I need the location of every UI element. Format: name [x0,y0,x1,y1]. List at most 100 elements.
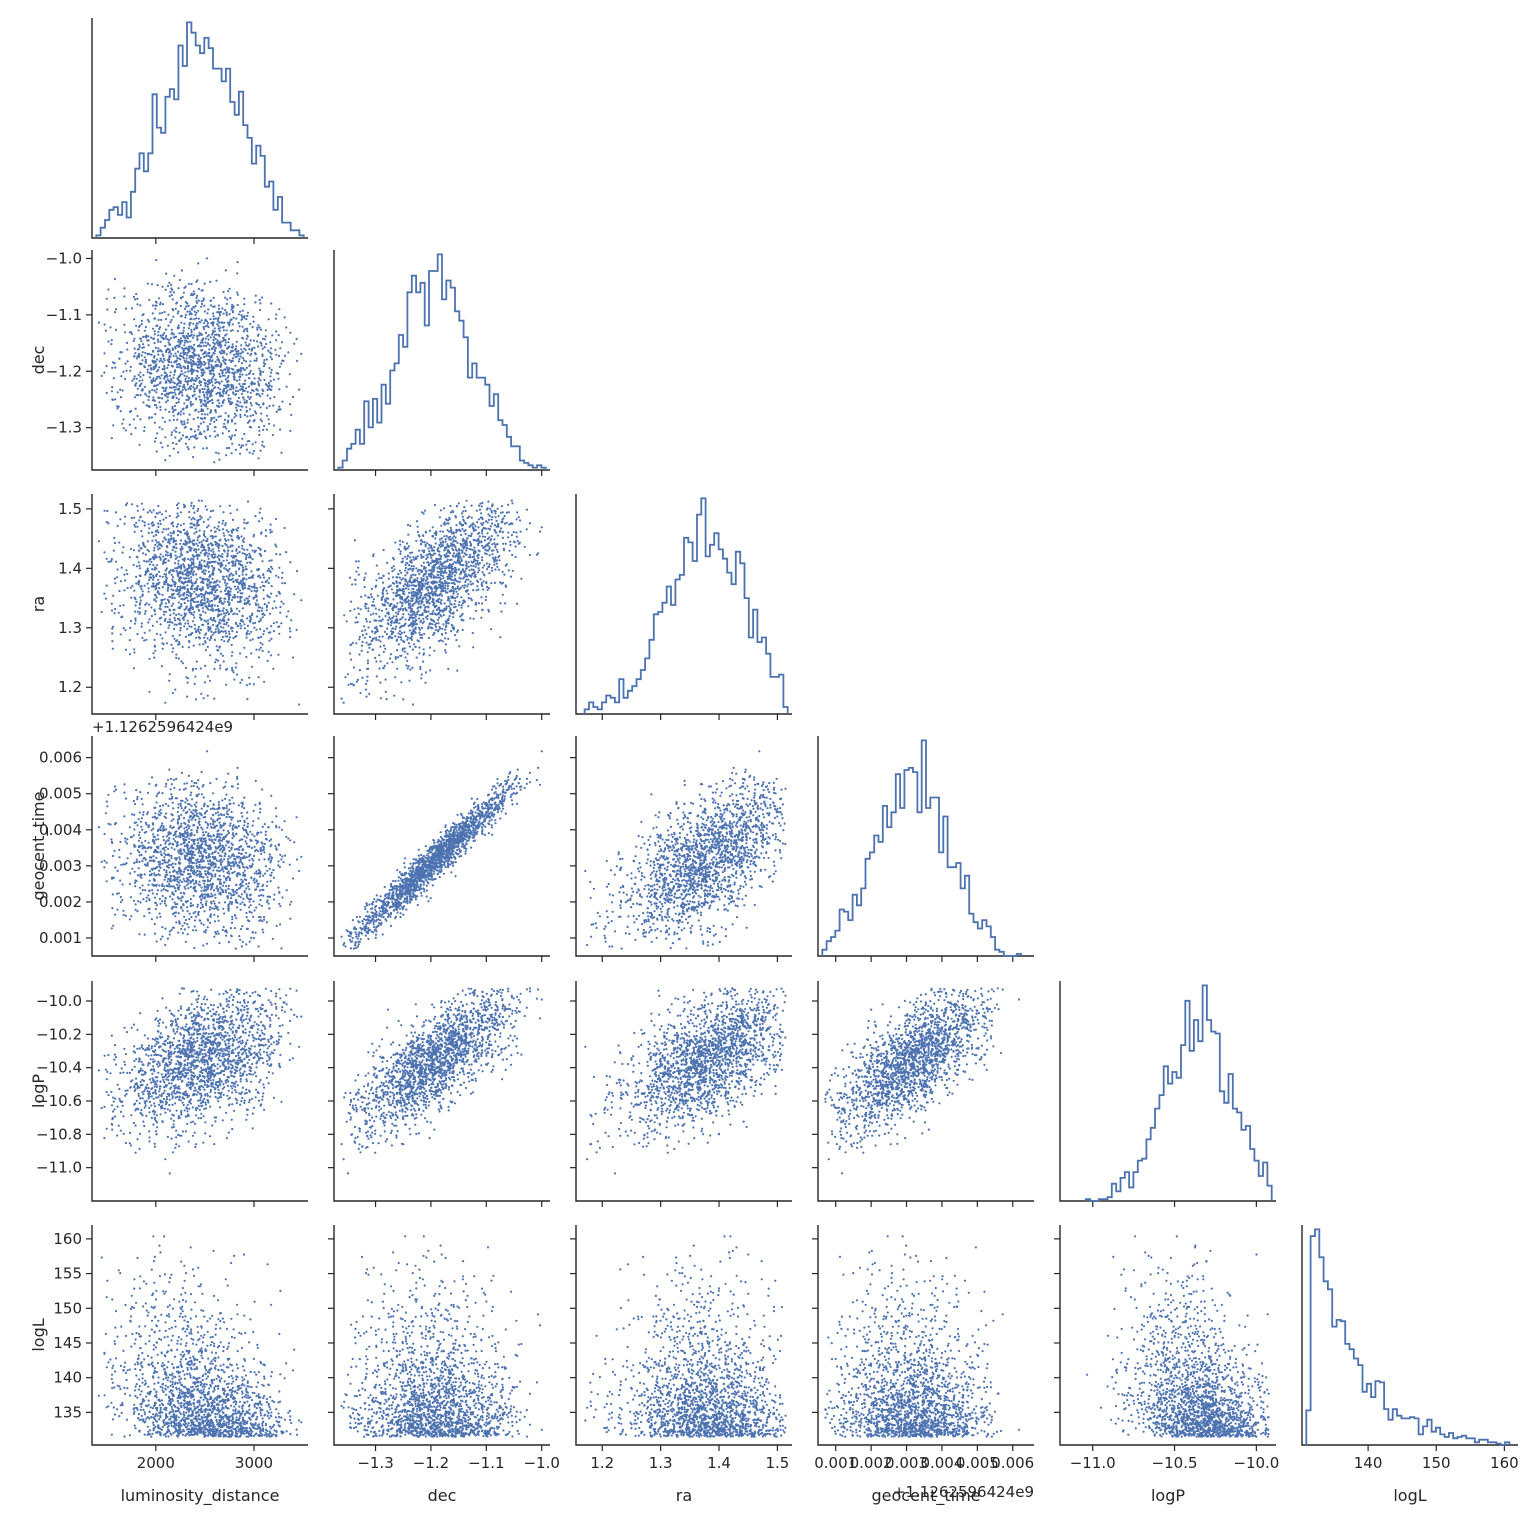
scatter-point [228,287,231,290]
scatter-point [192,356,195,359]
scatter-point [186,681,189,684]
scatter-point [237,354,240,357]
scatter-point [256,389,259,392]
scatter-point [219,346,222,349]
scatter-point [190,569,193,572]
scatter-point [187,387,190,390]
scatter-point [235,631,238,634]
scatter-point [119,351,122,354]
scatter-point [357,566,360,569]
scatter-point [206,597,209,600]
scatter-point [225,575,228,578]
scatter-point [180,660,183,663]
scatter-point [208,561,211,565]
scatter-point [241,566,244,569]
scatter-point [427,553,430,556]
scatter-point [209,616,212,620]
scatter-point [212,573,215,576]
scatter-point [168,343,171,346]
scatter-point [214,426,217,429]
scatter-point [440,602,443,605]
scatter-point [119,633,122,636]
scatter-point [156,620,159,623]
scatter-point [146,540,149,543]
scatter-point [396,649,399,652]
scatter-point [454,516,457,519]
scatter-point [136,505,139,508]
scatter-point [182,351,185,354]
scatter-point [174,352,177,355]
scatter-point [187,282,190,285]
scatter-point [142,401,145,404]
scatter-point [193,623,196,627]
scatter-point [270,637,273,641]
scatter-point [186,570,189,573]
scatter-point [137,583,140,586]
scatter-point [138,343,141,346]
scatter-point [221,372,224,375]
scatter-point [228,586,231,589]
scatter-point [224,522,227,525]
scatter-point [235,673,239,676]
scatter-point [377,639,380,642]
scatter-point [198,541,201,544]
scatter-point [391,661,394,664]
scatter-point [124,629,127,632]
scatter-point [449,558,452,562]
scatter-point [195,586,198,589]
scatter-point [214,347,217,350]
scatter-point [244,379,247,382]
scatter-point [138,564,141,567]
scatter-point [348,652,352,655]
scatter-point [172,333,175,336]
scatter-point [421,583,424,586]
scatter-point [193,353,196,356]
scatter-point [212,550,215,554]
scatter-point [355,616,358,619]
scatter-point [162,338,165,341]
scatter-point [298,388,301,391]
scatter-point [178,357,181,360]
scatter-point [427,547,430,550]
scatter-point [259,641,262,644]
scatter-point [187,377,191,380]
scatter-point [383,586,386,590]
scatter-point [170,573,173,576]
scatter-point [500,505,504,508]
scatter-point [235,580,238,584]
scatter-point [194,667,197,670]
scatter-point [260,344,263,347]
scatter-point [206,555,209,558]
scatter-point [439,574,443,577]
scatter-point [243,297,246,300]
scatter-point [191,582,194,585]
scatter-point [119,396,122,399]
scatter-point [152,396,155,399]
scatter-point [243,347,246,350]
scatter-point [196,294,199,297]
scatter-point [225,329,228,332]
scatter-point [412,556,415,559]
scatter-point [405,547,408,550]
scatter-point [206,675,209,678]
scatter-point [408,629,411,632]
scatter-point [267,601,270,604]
scatter-point [241,584,244,588]
scatter-point [275,553,278,556]
scatter-point [395,615,398,618]
scatter-point [138,574,141,577]
scatter-point [223,600,226,603]
scatter-point [153,399,156,402]
scatter-point [367,626,370,629]
scatter-point [201,606,204,610]
scatter-point [122,546,125,549]
scatter-point [182,618,185,621]
scatter-point [186,367,189,370]
scatter-point [447,522,450,525]
scatter-point [361,676,364,679]
scatter-point [438,571,441,574]
scatter-point [192,347,195,350]
scatter-point [186,596,189,599]
scatter-point [154,307,157,310]
scatter-point [456,529,459,532]
